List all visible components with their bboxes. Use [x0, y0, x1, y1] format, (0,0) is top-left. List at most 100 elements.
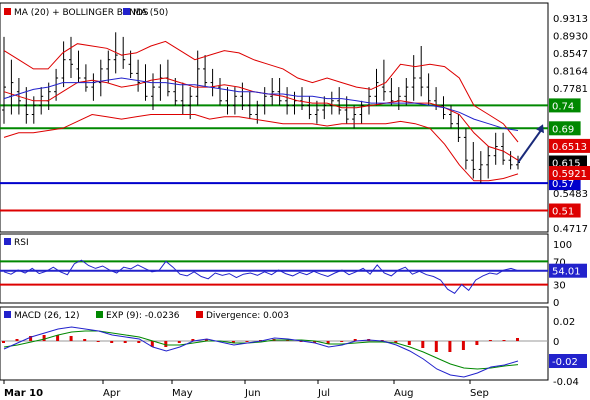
divergence-bar — [83, 339, 87, 341]
divergence-bar — [421, 341, 425, 348]
value-badge-label: 0.6513 — [552, 142, 587, 153]
divergence-bar — [259, 340, 262, 341]
divergence-bar — [488, 340, 492, 341]
legend-label-exp: EXP (9): -0.0236 — [106, 311, 180, 321]
divergence-bar — [150, 341, 154, 347]
divergence-bar — [123, 341, 127, 343]
divergence-bar — [191, 339, 195, 341]
legend-label-ma50: MA (50) — [133, 8, 168, 18]
legend-swatch-divergence — [196, 311, 203, 318]
divergence-bar — [231, 341, 235, 343]
x-tick-label: May — [172, 388, 193, 399]
divergence-bar — [299, 341, 303, 342]
divergence-bar — [204, 339, 208, 341]
upper-band-line — [3, 40, 519, 143]
divergence-bar — [516, 338, 519, 341]
rsi-badge-box — [549, 263, 587, 278]
divergence-bar — [502, 340, 506, 341]
exp-line — [3, 330, 519, 370]
price-panel-frame — [0, 2, 549, 233]
price-y-tick-label: 0.4717 — [553, 224, 588, 235]
macd-panel-frame — [0, 306, 549, 381]
level-badge-label: 0.74 — [552, 101, 574, 112]
value-badge-label: 0.615 — [552, 159, 581, 170]
value-badge-box — [549, 166, 590, 180]
value-badge-label: 0.5921 — [552, 169, 587, 180]
price-y-tick-label: 0.8547 — [553, 49, 588, 60]
rsi-legend: RSI — [4, 238, 29, 248]
legend-label-macd: MACD (26, 12) — [14, 311, 80, 321]
value-badge-box — [549, 138, 590, 153]
macd-legend: MACD (26, 12) EXP (9): -0.0236 Divergenc… — [4, 311, 289, 321]
divergence-bar — [96, 341, 100, 342]
level-badge-label: 0.69 — [552, 124, 574, 135]
level-badge-box — [549, 98, 581, 113]
price-y-tick-label: 0.8164 — [553, 67, 588, 78]
legend-label-rsi: RSI — [14, 238, 29, 248]
price-panel: 0.9313 0.8930 0.8547 0.8164 0.7781 0.5483 0.47… — [0, 14, 590, 235]
divergence-bar — [448, 341, 452, 352]
macd-y-tick-label: 0 — [553, 337, 559, 348]
macd-y-tick-label: 0.02 — [553, 317, 575, 328]
divergence-bar — [69, 336, 73, 341]
macd-badge-box — [549, 354, 587, 368]
divergence-bar — [313, 341, 317, 343]
price-legend: MA (20) + BOLLINGER BANDS MA (50) — [4, 8, 168, 18]
macd-y-tick-label: -0.04 — [553, 377, 579, 388]
macd-panel: 0.02 0 -0.04 -0.02 — [0, 317, 587, 388]
rsi-y-tick-label: 100 — [553, 240, 572, 251]
divergence-bar — [475, 341, 479, 345]
price-y-tick-label: 0.5483 — [553, 189, 588, 200]
divergence-bar — [245, 341, 249, 342]
price-y-axis: 0.9313 0.8930 0.8547 0.8164 0.7781 0.5483 0.47… — [553, 14, 588, 235]
divergence-bar — [42, 335, 46, 341]
rsi-line — [3, 259, 519, 294]
price-y-tick-label: 0.9313 — [553, 14, 588, 25]
price-y-tick-label: 0.7781 — [553, 84, 588, 95]
level-badge-label: 0.57 — [552, 179, 574, 190]
macd-badge-label: -0.02 — [552, 357, 578, 368]
legend-swatch-exp — [96, 311, 103, 318]
rsi-panel-frame — [0, 233, 549, 304]
legend-label-ma20: MA (20) + BOLLINGER BANDS — [14, 8, 149, 18]
divergence-bar — [2, 341, 5, 343]
divergence-bar — [434, 341, 438, 352]
divergence-bar — [353, 339, 357, 341]
divergence-bar — [394, 341, 398, 343]
legend-swatch-ma50 — [123, 8, 130, 15]
rsi-badge-label: 54.01 — [552, 267, 581, 278]
divergence-bar — [340, 341, 344, 342]
x-tick-label: Apr — [103, 388, 121, 399]
legend-swatch-ma20 — [4, 8, 11, 15]
divergence-bar — [15, 339, 19, 341]
divergence-bar — [326, 341, 330, 344]
legend-swatch-rsi — [4, 238, 11, 245]
x-tick-label: Aug — [394, 388, 414, 399]
level-badge-label: 0.51 — [552, 207, 574, 218]
divergence-bar — [177, 341, 181, 343]
rsi-y-tick-label: 70 — [553, 257, 566, 268]
x-tick-label: Jun — [244, 388, 261, 399]
divergence-bar — [137, 341, 141, 343]
divergence-bar — [29, 336, 33, 341]
divergence-bar — [56, 335, 60, 341]
x-tick-label: Jul — [317, 388, 330, 399]
ma50-line — [3, 77, 519, 131]
x-tick-label: Sep — [470, 388, 489, 399]
rsi-y-tick-label: 30 — [553, 281, 566, 292]
rsi-panel: 100 70 30 0 54.01 — [0, 240, 587, 309]
forecast-arrow-head — [536, 124, 544, 134]
lower-band-line — [3, 113, 519, 182]
legend-swatch-macd — [4, 311, 11, 318]
x-axis: Mar 10 Apr May Jun Jul Aug Sep — [3, 380, 489, 399]
level-badge-box — [549, 203, 581, 218]
divergence-bar — [164, 341, 168, 347]
divergence-bar — [461, 341, 465, 350]
forecast-arrow-line — [517, 129, 542, 164]
legend-label-divergence: Divergence: 0.003 — [206, 311, 289, 321]
rsi-y-tick-label: 0 — [553, 298, 559, 309]
x-tick-label: Mar 10 — [4, 388, 43, 399]
macd-line — [3, 326, 519, 378]
